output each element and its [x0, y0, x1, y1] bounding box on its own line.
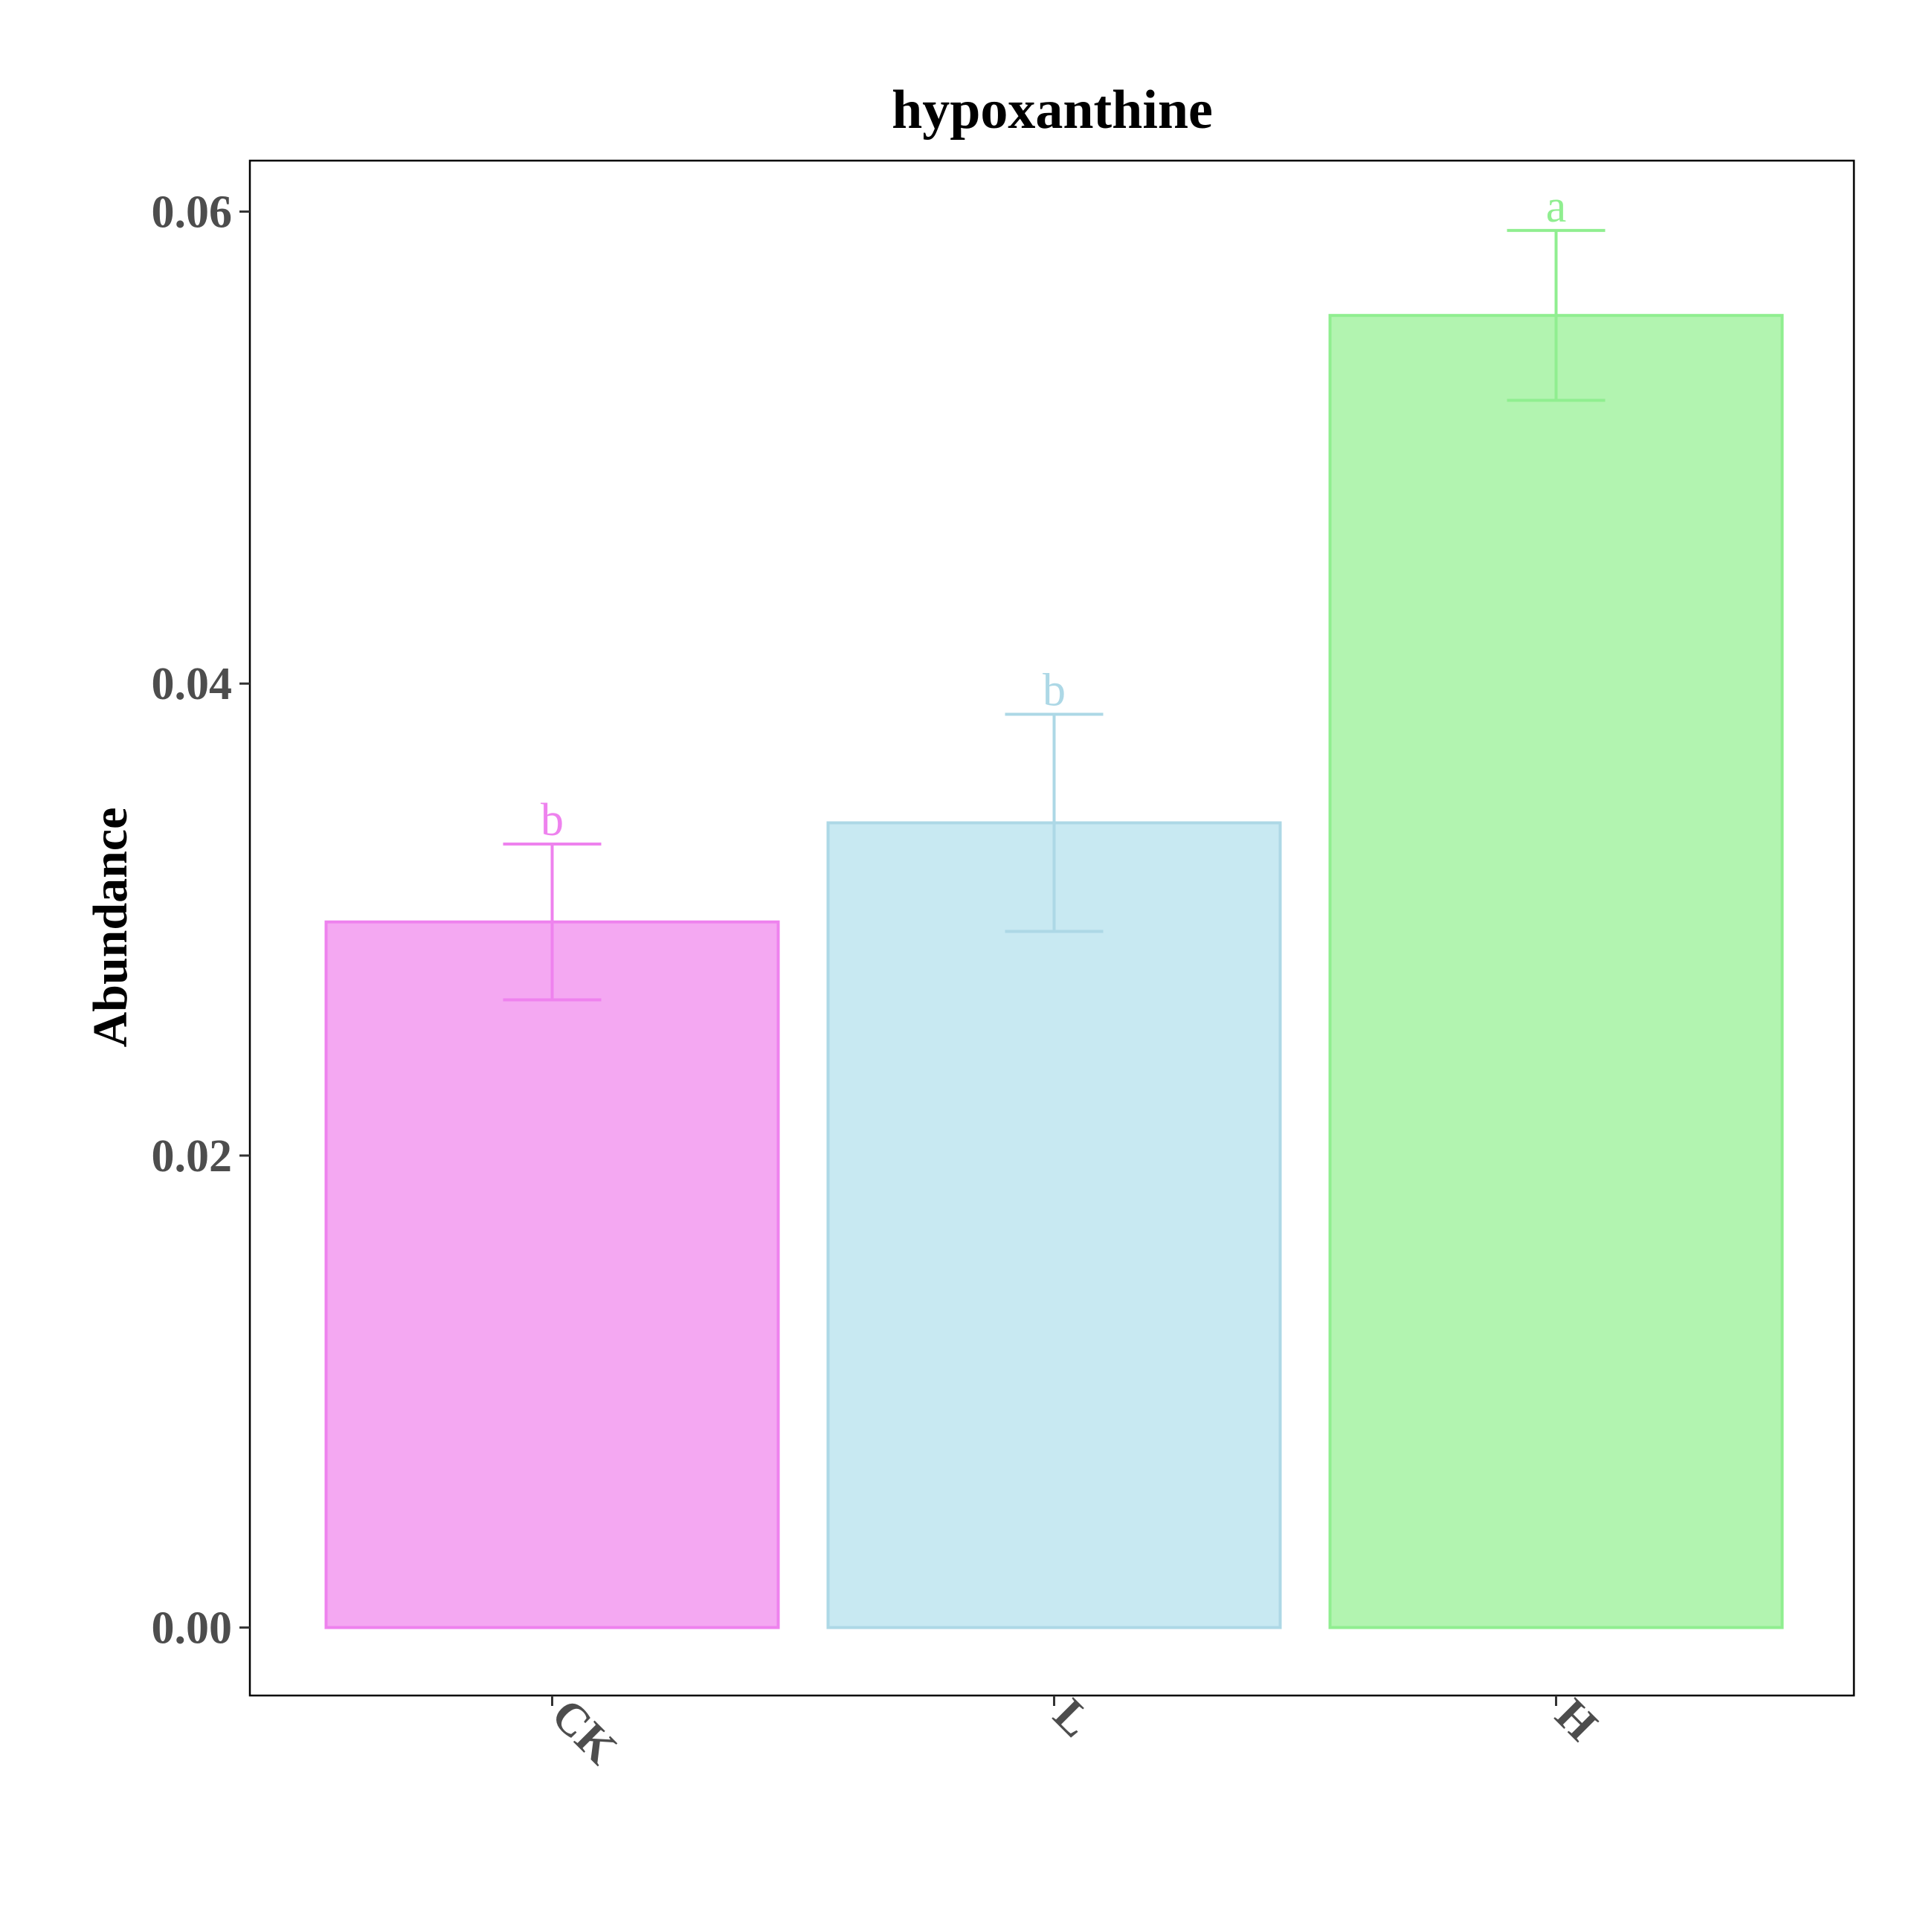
bar-l: [826, 821, 1282, 1629]
y-tick-label: 0.00: [152, 1603, 233, 1654]
plot-area: b b a 0.00 0.02 0.04 0.06 CK L H: [152, 159, 1855, 1774]
significance-label-l: b: [1043, 665, 1066, 715]
panel-border: [248, 159, 1855, 1697]
error-bar-ck: [503, 843, 602, 1002]
y-tick-label: 0.02: [152, 1131, 233, 1182]
bar-ck: [324, 920, 780, 1629]
x-tick-label-l: L: [1044, 1690, 1101, 1747]
x-tick-label-h: H: [1546, 1690, 1607, 1751]
y-tick-label: 0.04: [152, 659, 233, 709]
chart-title: hypoxanthine: [892, 80, 1213, 141]
x-tick-label-ck: CK: [542, 1690, 627, 1774]
error-bar-l: [1005, 712, 1104, 933]
significance-label-h: a: [1546, 181, 1567, 232]
y-tick-label: 0.06: [152, 187, 233, 238]
y-axis-label: Abundance: [83, 808, 138, 1048]
error-bar-h: [1507, 228, 1606, 402]
bar-h: [1328, 314, 1784, 1629]
significance-label-ck: b: [541, 795, 564, 846]
